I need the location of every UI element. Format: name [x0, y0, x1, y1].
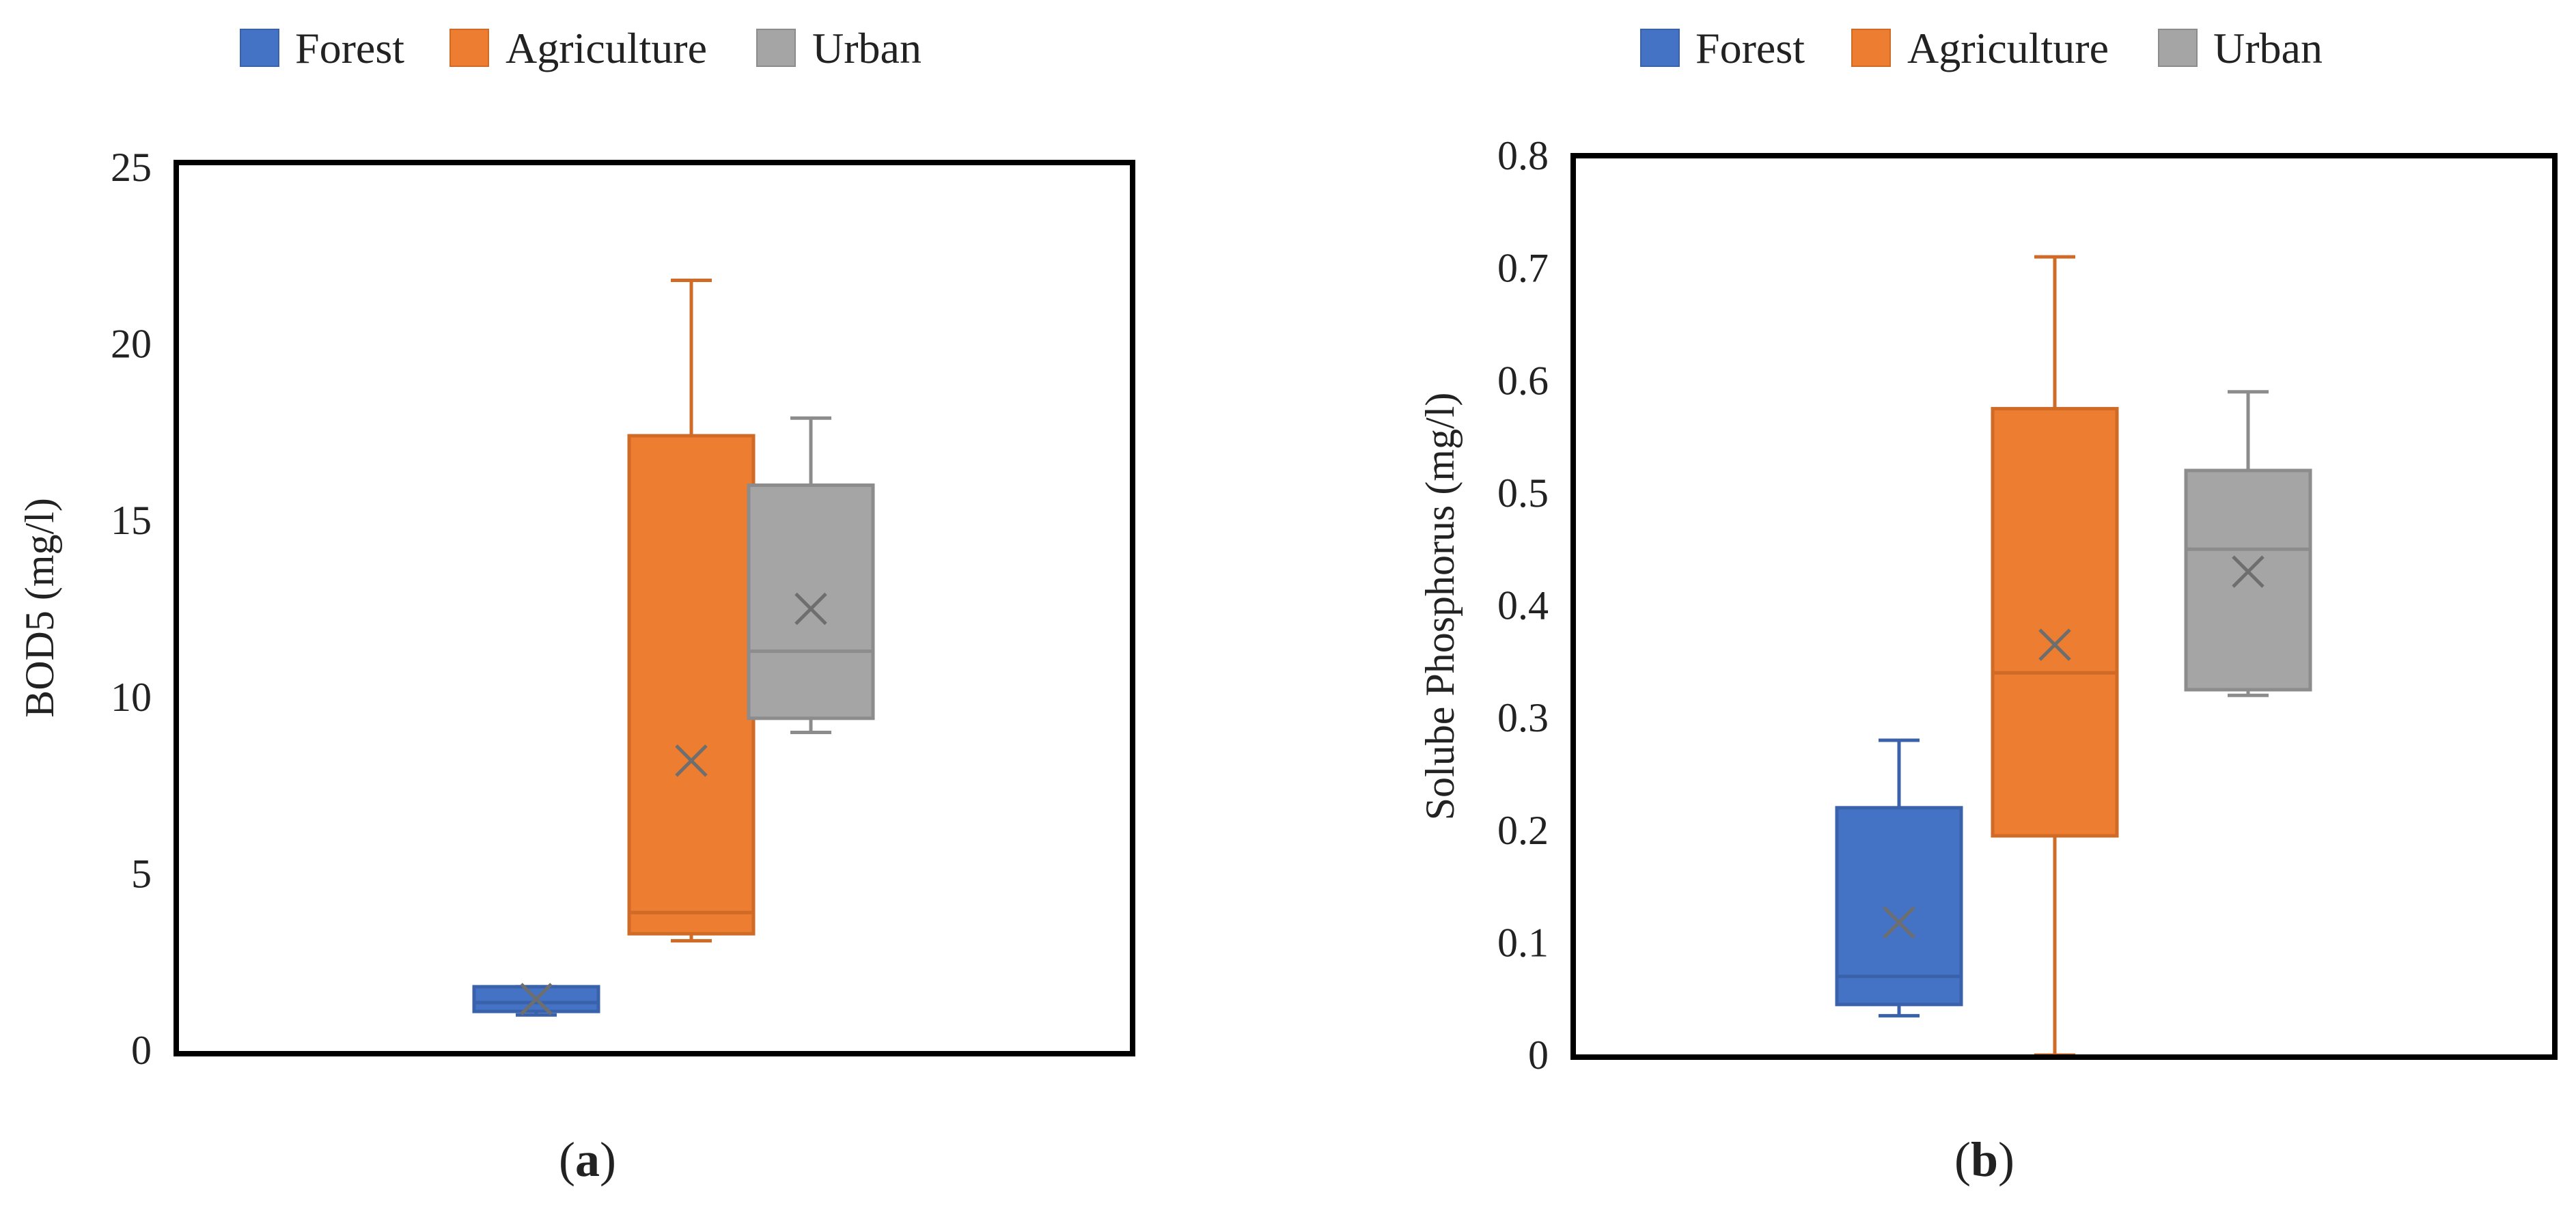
panel-a-legend: Forest Agriculture Urban [240, 24, 922, 72]
panel-b-y-tick-label: 0.5 [1497, 471, 1549, 516]
panel-b-y-axis-title: Solube Phosphorus (mg/l) [1417, 393, 1463, 821]
panel-a-y-tick-label: 15 [111, 498, 152, 543]
panel-a-plot-frame [174, 160, 1135, 1056]
panel-b-plot-frame [1570, 153, 2558, 1060]
panel-b-mean-marker-forest [1883, 906, 1915, 939]
panel-b-y-ticks: 0 0.1 0.2 0.3 0.4 0.5 0.6 0.7 0.8 [1497, 133, 1549, 1078]
panel-a-box-forest [472, 983, 600, 1017]
panel-b-y-tick-label: 0 [1528, 1033, 1549, 1078]
panel-a-label-letter: a [575, 1132, 600, 1187]
panel-b-label-letter: b [1971, 1132, 1998, 1187]
panel-b-legend-label-urban: Urban [2213, 24, 2323, 72]
panel-a-legend-swatch-forest [240, 29, 279, 67]
panel-b-legend: Forest Agriculture Urban [1640, 24, 2323, 72]
panel-a-legend-swatch-urban [756, 29, 796, 67]
panel-a-mean-marker-urban [794, 592, 827, 626]
panel-b-legend-swatch-agriculture [1851, 29, 1891, 67]
panel-a-y-tick-label: 10 [111, 675, 152, 720]
panel-b-box-agriculture [1991, 255, 2119, 1057]
panel-b-legend-swatch-forest [1640, 29, 1680, 67]
panel-a-boxes [472, 279, 875, 1017]
panel-b-label: (b) [1954, 1132, 2014, 1187]
panel-a-iqr-box-urban [747, 483, 875, 720]
panel-b: Forest Agriculture Urban 00.10.20.30.40.50… [1417, 24, 2558, 1187]
panel-a-label-open-paren: ( [559, 1132, 575, 1187]
panel-b-mean-marker-agriculture [2038, 628, 2071, 661]
panel-b-legend-label-agriculture: Agriculture [1907, 24, 2109, 72]
panel-a-y-tick-label: 5 [131, 851, 152, 896]
panel-a-y-tick-label: 0 [131, 1028, 152, 1073]
panel-a-y-ticks: 0 5 10 15 20 25 [111, 145, 152, 1073]
panel-a: Forest Agriculture Urban 0 5 10 15 20 25 BOD5 (… [17, 24, 1135, 1187]
panel-b-y-tick-label: 0.1 [1497, 920, 1549, 965]
panel-b-y-tick-label: 0.6 [1497, 358, 1549, 403]
panel-b-box-urban [2184, 390, 2312, 697]
panel-a-legend-label-agriculture: Agriculture [505, 24, 707, 72]
panel-b-y-tick-label: 0.3 [1497, 695, 1549, 740]
panel-b-mean-marker-urban [2232, 555, 2265, 588]
panel-a-box-agriculture [627, 279, 756, 943]
panel-b-y-tick-label: 0.4 [1497, 583, 1549, 628]
panel-b-box-forest [1835, 738, 1963, 1018]
panel-b-y-tick-label: 0.7 [1497, 246, 1549, 291]
panel-a-legend-swatch-agriculture [449, 29, 489, 67]
panel-a-box-urban [747, 416, 875, 735]
panel-a-legend-label-forest: Forest [295, 24, 404, 72]
panel-a-mean-marker-agriculture [675, 744, 708, 777]
panel-b-label-close-paren: ) [1998, 1132, 2014, 1187]
panel-a-mean-marker-forest [520, 983, 553, 1015]
panel-b-y-tick-label: 0.2 [1497, 808, 1549, 853]
panel-a-iqr-box-agriculture [627, 434, 756, 936]
panel-a-y-axis-title: BOD5 (mg/l) [17, 498, 62, 718]
panel-b-label-open-paren: ( [1954, 1132, 1971, 1187]
panel-b-iqr-box-forest [1835, 806, 1963, 1007]
panel-a-legend-label-urban: Urban [812, 24, 922, 72]
panel-b-iqr-box-agriculture [1991, 406, 2119, 838]
panel-a-y-tick-label: 25 [111, 145, 152, 190]
panel-b-boxes [1835, 255, 2312, 1057]
panel-b-legend-label-forest: Forest [1695, 24, 1805, 72]
panel-a-label: (a) [559, 1132, 616, 1187]
panel-b-iqr-box-urban [2184, 468, 2312, 692]
panel-a-label-close-paren: ) [600, 1132, 616, 1187]
panel-a-y-tick-label: 20 [111, 322, 152, 367]
panel-b-legend-swatch-urban [2158, 29, 2198, 67]
panel-b-y-tick-label: 0.8 [1497, 133, 1549, 178]
